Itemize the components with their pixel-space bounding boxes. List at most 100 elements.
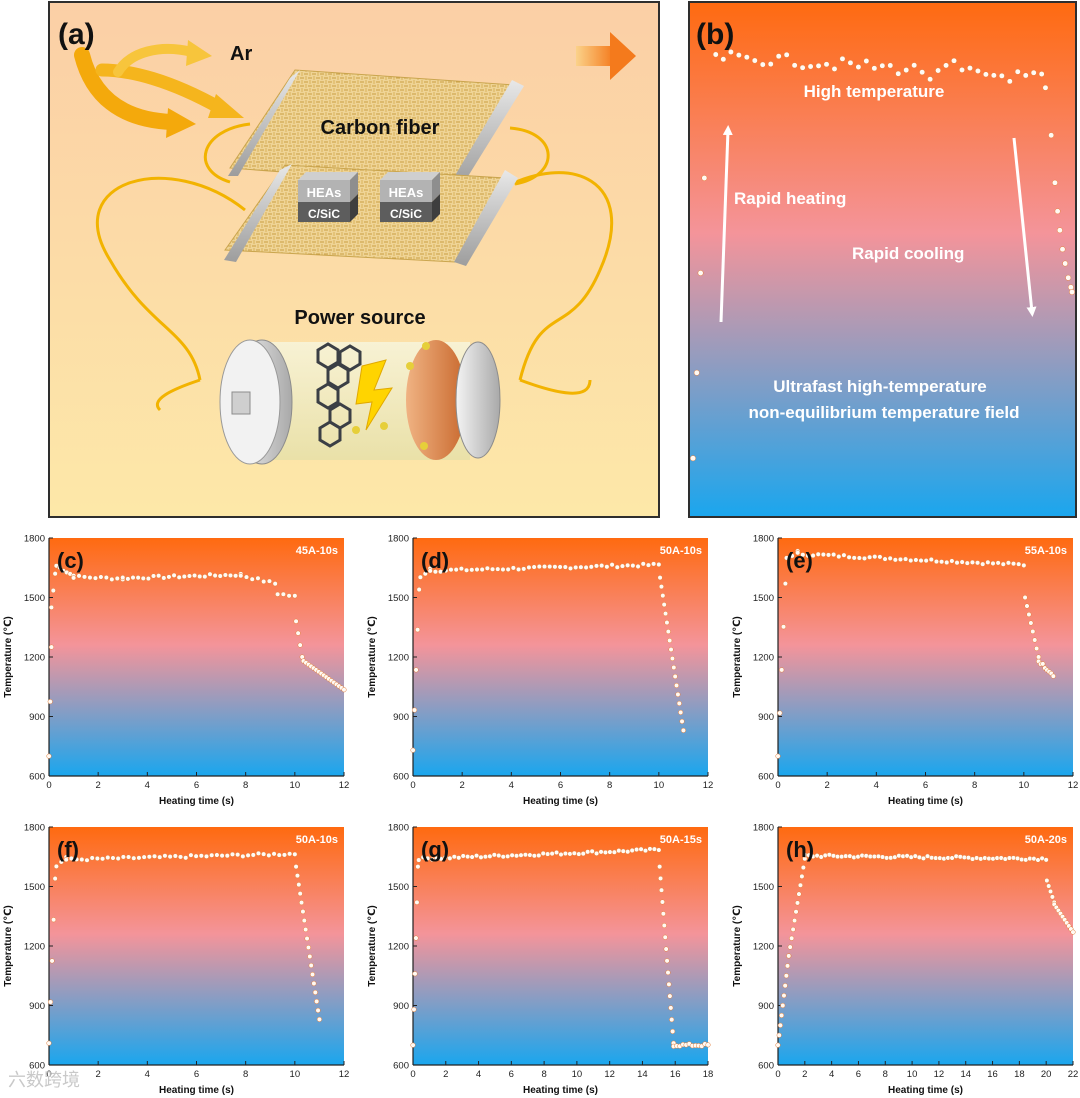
data-point [74, 856, 80, 862]
chart-panel-f: 600 900 1200 1500 1800 0 2 4 6 8 10 12 Heating time … [3, 823, 349, 1097]
data-point [800, 865, 806, 871]
x-tick-label: 2 [96, 780, 101, 791]
x-axis-label: Heating time (s) [159, 1085, 234, 1096]
x-tick-label: 4 [145, 780, 150, 791]
data-point [604, 564, 610, 570]
x-tick-label: 2 [443, 1069, 448, 1080]
data-point [661, 922, 667, 929]
gas-label: Ar [230, 43, 252, 65]
data-point [1034, 645, 1040, 652]
data-point [620, 848, 626, 854]
data-point [975, 560, 981, 566]
x-tick-label: 2 [96, 1069, 101, 1080]
data-point [293, 618, 299, 624]
y-tick-label: 900 [758, 1001, 774, 1012]
x-tick-label: 16 [987, 1069, 998, 1080]
data-point [410, 1042, 416, 1048]
data-point [131, 855, 137, 861]
x-tick-label: 0 [410, 1069, 415, 1080]
sample-left-hea-label: HEAs [307, 185, 342, 200]
data-point [780, 624, 787, 630]
data-point [1051, 179, 1058, 186]
rapid-heating-arrow-icon [719, 125, 733, 323]
data-point [1026, 611, 1032, 618]
data-point [531, 564, 537, 570]
data-point [995, 560, 1001, 566]
data-point [792, 918, 798, 924]
data-point [666, 981, 672, 987]
data-point [720, 56, 727, 63]
y-tick-label: 600 [29, 1061, 45, 1072]
data-point [791, 62, 798, 69]
data-point [662, 934, 668, 940]
rapid-cooling-arrow-icon [1012, 137, 1037, 317]
panel-label: (d) [421, 548, 449, 573]
data-point [473, 853, 480, 859]
data-point [1028, 620, 1034, 626]
data-point [297, 891, 303, 897]
condition-label: 50A-20s [1025, 834, 1067, 846]
x-tick-label: 0 [410, 780, 415, 791]
data-point [243, 574, 250, 580]
data-point [308, 962, 314, 969]
data-point [181, 573, 187, 580]
data-point [567, 851, 573, 857]
y-tick-label: 600 [758, 1061, 774, 1072]
data-point [487, 853, 493, 859]
y-tick-label: 900 [29, 712, 45, 723]
x-tick-label: 8 [607, 780, 612, 791]
data-point [415, 864, 421, 870]
data-point [46, 1040, 52, 1046]
y-tick-label: 1800 [388, 823, 409, 834]
data-point [48, 604, 55, 610]
data-point [63, 857, 69, 863]
data-point [410, 747, 416, 753]
x-axis-label: Heating time (s) [888, 1085, 963, 1096]
chart-panel-d: 600 900 1200 1500 1800 0 2 4 6 8 10 12 Heating time … [367, 534, 713, 808]
y-tick-label: 600 [758, 772, 774, 783]
data-point [697, 270, 704, 276]
battery-icon [219, 339, 501, 465]
data-point [867, 554, 873, 560]
data-point [775, 53, 782, 60]
y-tick-label: 1800 [753, 534, 774, 545]
data-point [679, 718, 685, 724]
x-tick-label: 8 [243, 1069, 248, 1080]
data-point [897, 556, 904, 562]
data-point [166, 574, 172, 580]
panel-b-frame [688, 1, 1077, 518]
data-point [658, 887, 665, 893]
data-point [974, 68, 981, 74]
data-point [311, 980, 317, 987]
data-point [998, 72, 1005, 79]
data-point [98, 574, 104, 580]
data-point [305, 944, 311, 951]
data-point [676, 700, 682, 706]
data-point [1069, 289, 1075, 295]
data-point [427, 568, 433, 574]
data-point [557, 564, 563, 570]
data-point [411, 1006, 417, 1013]
data-point [53, 863, 59, 869]
data-point [272, 581, 278, 587]
plot-area [49, 827, 344, 1065]
data-point [1036, 654, 1042, 660]
condition-label: 45A-10s [296, 545, 338, 557]
data-point [667, 638, 673, 644]
data-point [68, 855, 74, 862]
panel-label: (h) [786, 837, 814, 862]
data-point [776, 1032, 782, 1038]
data-point [79, 856, 85, 863]
data-point [667, 993, 673, 999]
chart-panel-h: 600 900 1200 1500 1800 0 2 4 6 8 10 12 14 16 18 20 22 Hea… [732, 823, 1078, 1097]
y-tick-label: 600 [29, 772, 45, 783]
data-point [879, 62, 886, 69]
data-point [527, 852, 533, 858]
data-point [990, 72, 997, 79]
data-point [261, 851, 267, 857]
data-point [680, 727, 686, 733]
data-point [249, 576, 255, 582]
data-point [1011, 561, 1017, 567]
data-point [276, 852, 282, 858]
